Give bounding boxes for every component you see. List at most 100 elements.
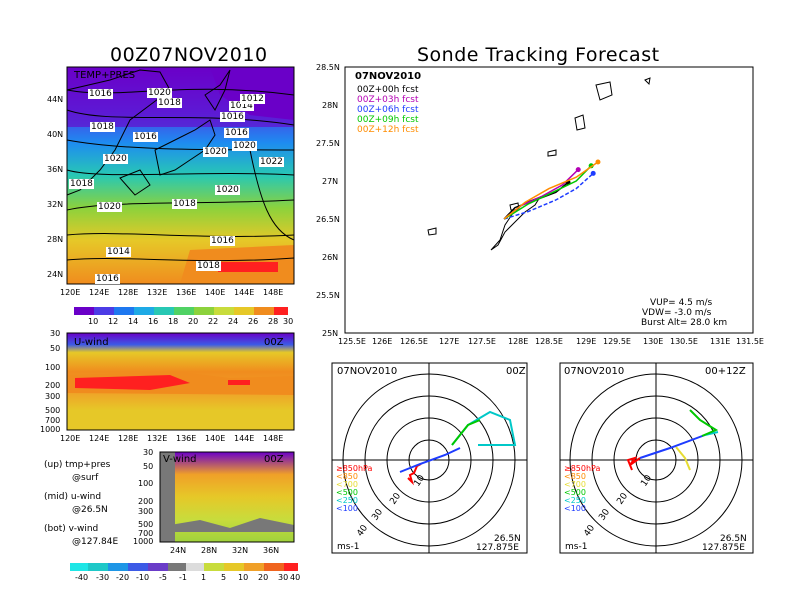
hodo2-legend-item: <700 — [564, 480, 586, 489]
p-tick: 500 — [138, 520, 154, 529]
wind-scale-tick: -30 — [96, 573, 110, 582]
hodo1-lat: 26.5N — [494, 534, 521, 544]
wind-scale-tick: 30 — [278, 573, 289, 582]
isobar-label: 1020 — [103, 154, 128, 164]
lat-tick: 27N — [322, 177, 339, 186]
lon-tick: 125.5E — [338, 337, 366, 346]
p-tick: 1000 — [40, 425, 61, 434]
track-line-3 — [503, 165, 592, 220]
temp-scale-tick: 24 — [228, 317, 239, 326]
hodograph-1 — [331, 362, 528, 554]
legend-item-03h: 00Z+03h fcst — [357, 95, 419, 105]
isobar-label: 1020 — [147, 88, 172, 98]
lon-tick: 136E — [176, 288, 197, 297]
p-tick: 100 — [45, 363, 61, 372]
isobar-label: 1016 — [220, 112, 245, 122]
note-mid: (mid) u-wind — [44, 492, 102, 502]
lat-tick: 28N — [201, 546, 218, 555]
wind-scale-tick: -40 — [75, 573, 89, 582]
lon-tick: 130E — [643, 337, 664, 346]
isobar-label: 1016 — [210, 236, 235, 246]
note-mid-level: @26.5N — [72, 505, 108, 515]
lat-tick: 25N — [322, 329, 339, 338]
lon-tick: 131E — [710, 337, 731, 346]
temp-scale-tick: 10 — [88, 317, 99, 326]
u-wind-time: 00Z — [264, 337, 284, 348]
note-bottom-level: @127.84E — [72, 537, 119, 547]
lat-tick: 27.5N — [316, 139, 340, 148]
isobar-label: 1012 — [240, 94, 265, 104]
p-tick: 200 — [138, 497, 154, 506]
isobar-label: 1018 — [196, 261, 221, 271]
temp-scale-tick: 12 — [108, 317, 119, 326]
lon-tick: 127.5E — [468, 337, 496, 346]
p-tick: 700 — [45, 416, 61, 425]
isobar-label: 1016 — [95, 274, 120, 284]
lat-tick: 28N — [47, 235, 64, 244]
temp-scale-tick: 16 — [148, 317, 159, 326]
track-end-point-4 — [595, 159, 601, 165]
v-wind-label: V-wind — [163, 454, 197, 465]
track-end-point-2 — [590, 170, 596, 176]
hodo1-lon: 127.875E — [476, 543, 519, 553]
wind-scale-tick: -1 — [179, 573, 187, 582]
main-title: Sonde Tracking Forecast — [417, 44, 660, 66]
lon-tick: 136E — [176, 434, 197, 443]
hodo2-legend-item: ≥850hPa — [564, 464, 601, 473]
isobar-label: 1020 — [232, 141, 257, 151]
legend-item-09h: 00Z+09h fcst — [357, 115, 419, 125]
lon-tick: 128E — [118, 434, 139, 443]
hodo2-date: 07NOV2010 — [564, 366, 625, 377]
temp-scale-tick: 28 — [268, 317, 279, 326]
lon-tick: 128E — [508, 337, 529, 346]
left-title: 00Z07NOV2010 — [110, 44, 268, 66]
isobar-label: 1020 — [215, 185, 240, 195]
lat-tick: 32N — [47, 200, 64, 209]
temp-scale-tick: 22 — [208, 317, 219, 326]
track-line-4 — [503, 161, 599, 220]
lat-tick: 28.5N — [316, 63, 340, 72]
hodo2-lat: 26.5N — [720, 534, 747, 544]
hodo2-time: 00+12Z — [705, 366, 746, 377]
tracking-panel — [344, 66, 754, 334]
hodograph-2 — [559, 362, 754, 554]
p-tick: 30 — [50, 329, 61, 338]
temp-scale-tick: 30 — [283, 317, 294, 326]
temp-scale-tick: 20 — [188, 317, 199, 326]
track-line-2 — [503, 172, 594, 220]
legend-item-06h: 00Z+06h fcst — [357, 105, 419, 115]
temp-scale-tick: 26 — [248, 317, 259, 326]
hodo2-legend-item: <500 — [564, 488, 586, 497]
isobar-label: 1016 — [88, 89, 113, 99]
v-wind-panel — [159, 451, 295, 543]
lon-tick: 127E — [439, 337, 460, 346]
isobar-label: 1014 — [106, 247, 131, 257]
lon-tick: 132E — [147, 434, 168, 443]
hodo2-legend-item: <100 — [564, 504, 586, 513]
lon-tick: 120E — [60, 434, 81, 443]
hodo1-legend-item: ≥850hPa — [336, 464, 373, 473]
hodo2-legend-item: <850 — [564, 472, 586, 481]
lon-tick: 144E — [234, 434, 255, 443]
hodo2-lon: 127.875E — [702, 543, 745, 553]
isobar-label: 1016 — [133, 132, 158, 142]
hodo1-legend-item: <100 — [336, 504, 358, 513]
lat-tick: 36N — [263, 546, 280, 555]
p-tick: 300 — [45, 392, 61, 401]
wind-scale-tick: 10 — [238, 573, 249, 582]
p-tick: 50 — [143, 462, 154, 471]
isobar-label: 1018 — [172, 199, 197, 209]
lat-tick: 25.5N — [316, 291, 340, 300]
wind-scale-tick: 5 — [221, 573, 227, 582]
wind-scale-tick: -10 — [136, 573, 150, 582]
lon-tick: 132E — [147, 288, 168, 297]
lat-tick: 26.5N — [316, 215, 340, 224]
lon-tick: 148E — [263, 434, 284, 443]
p-tick: 500 — [45, 406, 61, 415]
lat-tick: 24N — [47, 270, 64, 279]
map-label: TEMP+PRES — [74, 70, 136, 81]
hodo1-unit: ms-1 — [337, 542, 360, 552]
lat-tick: 32N — [232, 546, 249, 555]
lon-tick: 120E — [60, 288, 81, 297]
isobar-label: 1018 — [69, 179, 94, 189]
